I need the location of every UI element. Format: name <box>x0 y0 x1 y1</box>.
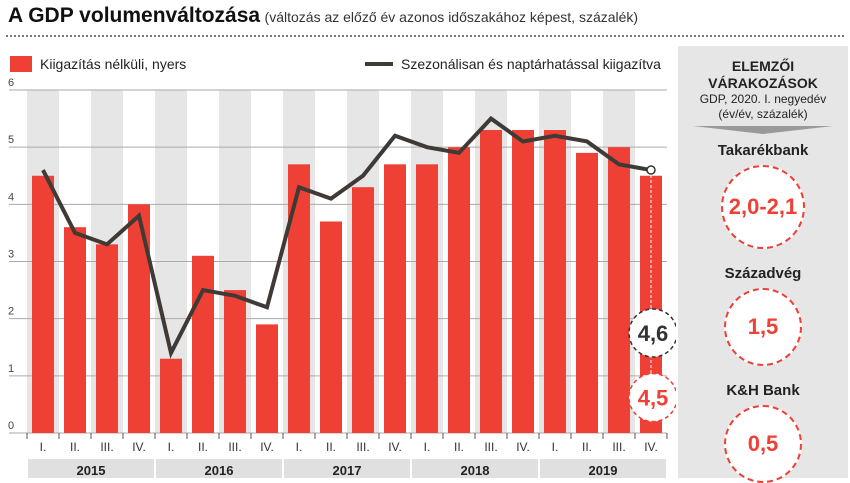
y-tick-label: 1 <box>8 363 14 375</box>
year-label: 2016 <box>205 463 234 478</box>
year-label: 2019 <box>589 463 618 478</box>
title-sub: (változás az előző év azonos időszakához… <box>264 9 639 25</box>
bar <box>352 187 374 433</box>
y-tick-label: 3 <box>8 249 14 261</box>
series-line <box>41 115 652 359</box>
forecast-value: 1,5 <box>747 314 779 339</box>
x-tick-label: I. <box>296 440 303 454</box>
year-band <box>28 459 154 478</box>
annotation-circle <box>628 372 676 423</box>
forecast-value-circle: 1,5 <box>724 288 802 366</box>
x-tick-label: III. <box>484 440 497 454</box>
x-tick-label: I. <box>168 440 175 454</box>
year-label: 2018 <box>461 463 490 478</box>
annotation-circle <box>628 308 676 358</box>
year-band <box>412 459 538 478</box>
panel-sub1: GDP, 2020. I. negyedév <box>699 92 827 106</box>
bar <box>64 227 86 433</box>
y-tick-label: 0 <box>8 420 14 432</box>
bar <box>160 358 182 433</box>
legend-line-swatch <box>365 62 393 66</box>
forecast-value: 0,5 <box>747 431 779 456</box>
x-tick-label: IV. <box>260 440 274 454</box>
annotation-line-value: 4,6 <box>638 321 669 346</box>
bar <box>544 130 566 433</box>
legend-line-label: Szezonálisan és naptárhatással kiigazítv… <box>401 56 661 72</box>
legend-bars: Kiigazítás nélküli, nyers <box>10 56 186 72</box>
bar <box>416 164 438 434</box>
x-tick-label: III. <box>228 440 241 454</box>
year-band <box>540 459 666 478</box>
forecast-value: 2,0-2,1 <box>728 194 798 219</box>
x-tick-label: II. <box>70 440 80 454</box>
forecast-bank: K&H Bank <box>726 382 800 399</box>
x-tick-label: IV. <box>644 440 658 454</box>
x-tick-label: I. <box>552 440 559 454</box>
panel-sub2: (év/év, százalék) <box>718 107 808 121</box>
x-tick-label: II. <box>326 440 336 454</box>
y-tick-label: 4 <box>8 191 14 203</box>
x-tick-label: I. <box>40 440 47 454</box>
bar <box>192 255 214 433</box>
bar <box>224 290 246 433</box>
year-band <box>284 459 410 478</box>
legend-line: Szezonálisan és naptárhatással kiigazítv… <box>365 56 661 72</box>
bar <box>128 204 150 433</box>
bar <box>256 324 278 433</box>
bar <box>320 221 342 433</box>
arrow-icon <box>693 126 833 134</box>
x-tick-label: IV. <box>388 440 402 454</box>
bar <box>480 130 502 433</box>
gdp-chart: 0 1 2 3 4 5 6 4,6 4,5 I. II. III. IV. I. II. III. IV. I. I… <box>8 77 676 478</box>
bar <box>576 152 598 433</box>
forecast-bank: Századvég <box>724 265 802 282</box>
line-endpoint <box>646 165 656 175</box>
x-tick-label: III. <box>100 440 113 454</box>
y-tick-label: 2 <box>8 306 14 318</box>
panel-heading: ELEMZŐI VÁRAKOZÁSOK <box>708 58 818 91</box>
forecast-value-circle: 2,0-2,1 <box>721 165 805 249</box>
bar <box>96 244 118 433</box>
bar <box>512 130 534 433</box>
bar <box>640 175 662 433</box>
bar <box>32 175 54 433</box>
year-label: 2015 <box>77 463 106 478</box>
forecast-bank: Takarékbank <box>717 142 809 159</box>
x-tick-label: I. <box>424 440 431 454</box>
bar <box>288 164 310 434</box>
x-tick-label: II. <box>454 440 464 454</box>
x-tick-label: II. <box>582 440 592 454</box>
x-tick-label: IV. <box>516 440 530 454</box>
x-tick-label: III. <box>612 440 625 454</box>
chart-title: A GDP volumenváltozása (változás az előz… <box>8 4 638 28</box>
bar <box>608 147 630 433</box>
year-band <box>156 459 282 478</box>
forecast-value-circle: 0,5 <box>724 405 802 483</box>
forecast-panel: ELEMZŐI VÁRAKOZÁSOK GDP, 2020. I. negyed… <box>678 46 848 483</box>
divider <box>6 35 844 37</box>
bar <box>448 147 470 433</box>
bar <box>384 164 406 434</box>
x-tick-label: IV. <box>132 440 146 454</box>
legend-bar-swatch <box>10 56 32 72</box>
annotation-bar-value: 4,5 <box>638 386 669 411</box>
y-tick-label: 6 <box>8 77 14 89</box>
year-label: 2017 <box>333 463 362 478</box>
x-tick-label: II. <box>198 440 208 454</box>
title-main: A GDP volumenváltozása <box>8 4 261 27</box>
x-tick-label: III. <box>356 440 369 454</box>
y-tick-label: 5 <box>8 134 14 146</box>
legend-bars-label: Kiigazítás nélküli, nyers <box>40 56 187 72</box>
